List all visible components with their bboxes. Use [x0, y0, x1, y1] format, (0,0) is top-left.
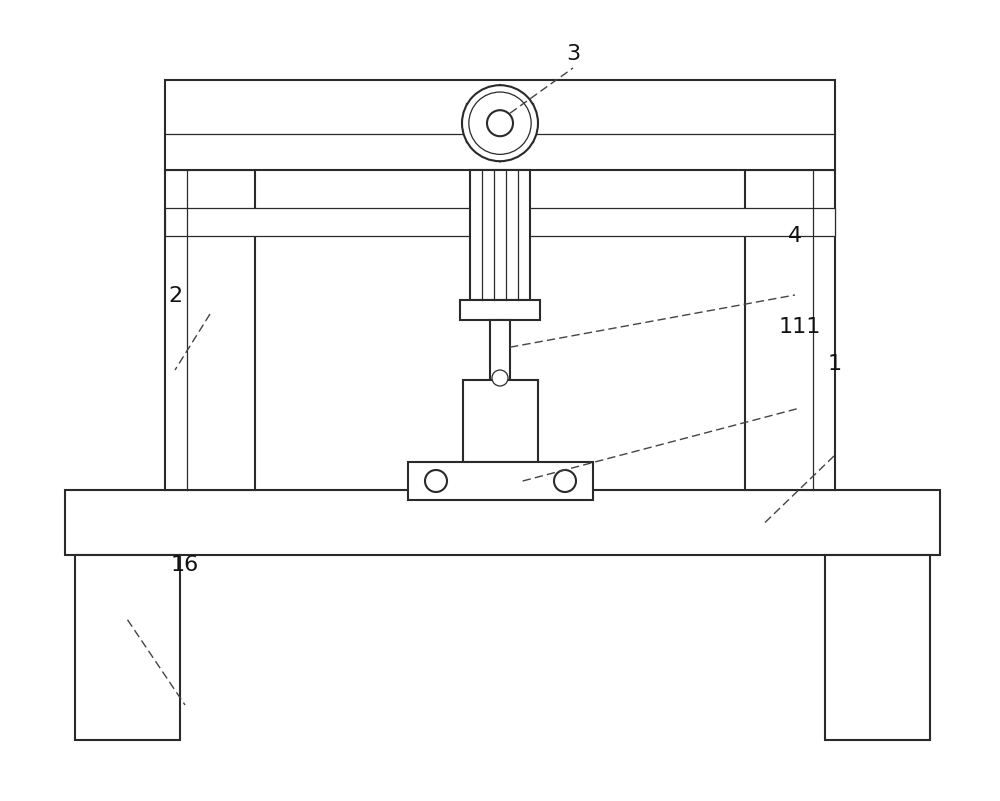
- Circle shape: [492, 370, 508, 386]
- Text: 111: 111: [779, 317, 821, 336]
- Bar: [470, 170, 530, 300]
- Bar: [825, 555, 930, 740]
- Bar: [460, 300, 540, 320]
- Bar: [165, 170, 255, 490]
- Bar: [490, 320, 510, 388]
- Circle shape: [554, 470, 576, 492]
- Bar: [165, 208, 835, 236]
- Circle shape: [462, 85, 538, 161]
- Bar: [75, 555, 180, 740]
- Bar: [745, 170, 835, 490]
- Text: 16: 16: [171, 555, 199, 574]
- Bar: [408, 462, 593, 500]
- Bar: [165, 80, 835, 170]
- Text: 3: 3: [566, 45, 580, 64]
- Text: 1: 1: [828, 355, 842, 374]
- Text: 4: 4: [788, 227, 802, 246]
- Circle shape: [425, 470, 447, 492]
- Bar: [65, 490, 940, 555]
- Bar: [463, 380, 538, 462]
- Circle shape: [487, 111, 513, 136]
- Text: 2: 2: [168, 287, 182, 306]
